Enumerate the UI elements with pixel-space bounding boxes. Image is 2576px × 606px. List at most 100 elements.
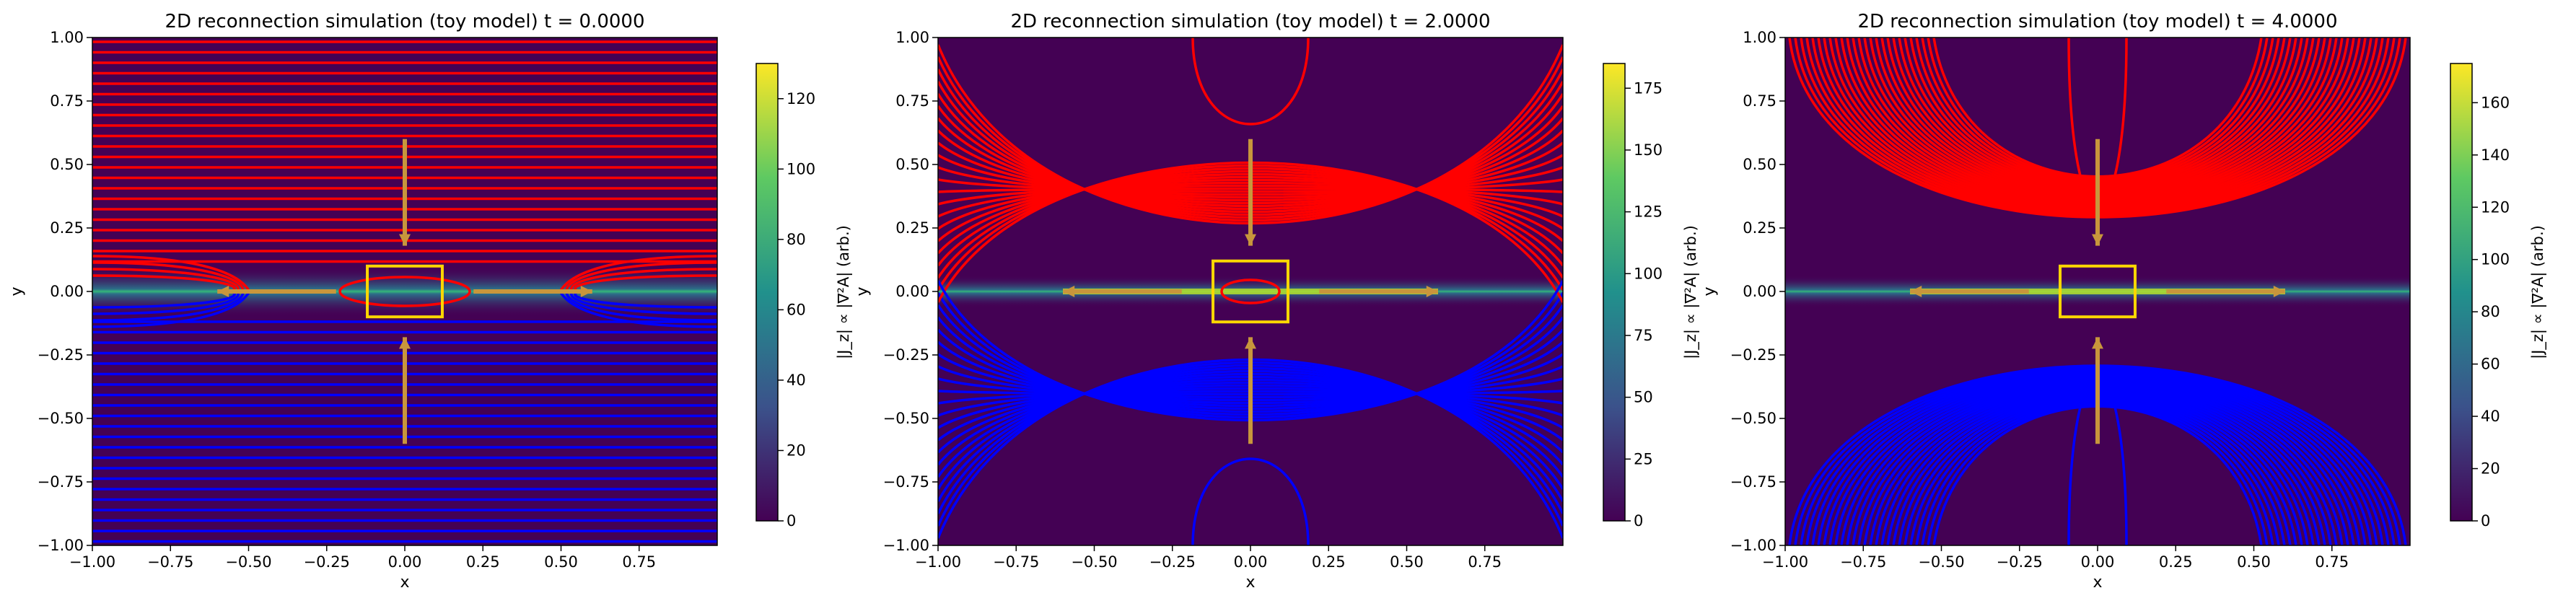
outflow-arrow-head xyxy=(1910,286,1922,297)
y-tick-label: 0.50 xyxy=(895,156,929,173)
colorbar-tick-label: 20 xyxy=(2481,460,2500,478)
x-tick-label: −0.50 xyxy=(1918,553,1964,571)
colorbar-tick-label: 150 xyxy=(1634,141,1662,159)
y-tick-label: 0.75 xyxy=(895,92,929,110)
colorbar-tick-label: 60 xyxy=(2481,356,2500,373)
outflow-arrow-head xyxy=(580,286,592,297)
colorbar-tick-label: 0 xyxy=(787,512,796,530)
colorbar-tick-label: 50 xyxy=(1634,389,1653,406)
y-tick-label: −0.50 xyxy=(38,410,84,427)
outflow-arrow-head xyxy=(217,286,229,297)
colorbar xyxy=(755,63,779,522)
colorbar-tick-label: 140 xyxy=(2481,146,2510,164)
y-tick-label: −0.25 xyxy=(1730,346,1777,364)
y-tick-label: −0.75 xyxy=(883,473,929,491)
island-line xyxy=(1220,278,1281,304)
x-tick-label: −0.25 xyxy=(304,553,350,571)
chart-panel-1: 2D reconnection simulation (toy model) t… xyxy=(8,11,853,592)
y-tick-label: −0.50 xyxy=(1730,410,1777,427)
y-tick-label: 0.00 xyxy=(50,283,84,300)
diffusion-region-box xyxy=(2059,264,2137,319)
y-tick-label: 0.75 xyxy=(50,92,84,110)
x-axis-label: x xyxy=(400,574,409,592)
x-tick-label: −0.50 xyxy=(225,553,271,571)
y-tick-label: −0.25 xyxy=(883,346,929,364)
inflow-arrow-head xyxy=(399,337,411,349)
plot-area xyxy=(938,38,1563,545)
flow-arrows xyxy=(1063,139,1438,444)
y-tick-label: 0.25 xyxy=(895,219,929,237)
diffusion-region-box xyxy=(1212,259,1289,324)
colorbar-tick-label: 125 xyxy=(1634,203,1662,221)
y-tick-label: −0.75 xyxy=(38,473,84,491)
x-tick-label: 0.50 xyxy=(544,553,578,571)
outflow-arrow-head xyxy=(1426,286,1438,297)
colorbar-tick-label: 25 xyxy=(1634,450,1653,467)
x-tick-label: 0.00 xyxy=(1234,553,1268,571)
x-tick-label: −1.00 xyxy=(69,553,115,571)
colorbar-tick-label: 160 xyxy=(2481,94,2510,111)
colorbar-label: |J_z| ∝ |∇²A| (arb.) xyxy=(835,225,853,359)
y-tick-label: 1.00 xyxy=(50,29,84,46)
x-tick-label: −0.25 xyxy=(1149,553,1196,571)
y-tick-label: 0.50 xyxy=(50,156,84,173)
colorbar-tick-label: 100 xyxy=(1634,265,1662,282)
y-tick-label: 0.00 xyxy=(895,283,929,300)
y-tick-label: −0.50 xyxy=(883,410,929,427)
colorbar-tick-label: 120 xyxy=(787,90,815,107)
colorbar-tick-label: 80 xyxy=(2481,303,2500,320)
x-tick-label: −0.75 xyxy=(147,553,193,571)
y-tick-label: −0.25 xyxy=(38,346,84,364)
x-tick-label: 0.75 xyxy=(622,553,656,571)
x-tick-label: 0.00 xyxy=(388,553,422,571)
chart-panel-2: 2D reconnection simulation (toy model) t… xyxy=(854,11,1700,592)
colorbar-tick-label: 175 xyxy=(1634,79,1662,97)
y-tick-label: −1.00 xyxy=(1730,537,1777,554)
chart-title: 2D reconnection simulation (toy model) t… xyxy=(1010,11,1490,32)
x-tick-label: 0.00 xyxy=(2081,553,2115,571)
current-sheet-core xyxy=(1063,289,1438,294)
colorbar-tick-label: 40 xyxy=(787,372,806,389)
colorbar-tick-label: 120 xyxy=(2481,198,2510,216)
x-tick-label: 0.25 xyxy=(2159,553,2193,571)
y-axis-label: y xyxy=(854,286,872,296)
y-tick-label: 1.00 xyxy=(895,29,929,46)
plot-area xyxy=(92,40,717,543)
colorbar-label: |J_z| ∝ |∇²A| (arb.) xyxy=(2529,225,2547,359)
y-tick-label: 0.25 xyxy=(1743,219,1777,237)
x-tick-label: 0.25 xyxy=(1312,553,1346,571)
outflow-arrow-head xyxy=(2273,286,2285,297)
x-tick-label: 0.50 xyxy=(1390,553,1424,571)
y-tick-label: 0.00 xyxy=(1743,283,1777,300)
colorbar xyxy=(2450,63,2473,522)
colorbar-tick-label: 100 xyxy=(2481,251,2510,268)
x-tick-label: −0.75 xyxy=(1840,553,1886,571)
inflow-arrow-head xyxy=(2092,337,2103,349)
x-axis-label: x xyxy=(2093,574,2102,592)
y-tick-label: −1.00 xyxy=(38,537,84,554)
field-line-lower xyxy=(1191,457,1310,545)
colorbar-tick-label: 100 xyxy=(787,160,815,177)
inflow-arrow-head xyxy=(1245,337,1256,349)
colorbar-tick-label: 80 xyxy=(787,231,806,248)
field-line-upper xyxy=(1191,38,1310,126)
x-tick-label: −0.75 xyxy=(993,553,1039,571)
x-tick-label: 0.50 xyxy=(2237,553,2271,571)
colorbar-tick-label: 0 xyxy=(2481,512,2490,530)
colorbar-tick-label: 60 xyxy=(787,301,806,318)
flow-arrows xyxy=(1910,139,2285,444)
colorbar-tick-label: 0 xyxy=(1634,512,1643,530)
chart-panel-3: 2D reconnection simulation (toy model) t… xyxy=(1701,11,2547,592)
y-axis-label: y xyxy=(8,286,26,296)
colorbar xyxy=(1603,63,1626,522)
inflow-arrow-head xyxy=(399,234,411,246)
inflow-arrow-head xyxy=(1245,234,1256,246)
y-tick-label: −1.00 xyxy=(883,537,929,554)
outflow-arrow-head xyxy=(1063,286,1075,297)
y-tick-label: 1.00 xyxy=(1743,29,1777,46)
chart-title: 2D reconnection simulation (toy model) t… xyxy=(1857,11,2337,32)
x-tick-label: −0.50 xyxy=(1071,553,1117,571)
plot-area xyxy=(1785,38,2410,545)
x-tick-label: 0.75 xyxy=(1468,553,1502,571)
